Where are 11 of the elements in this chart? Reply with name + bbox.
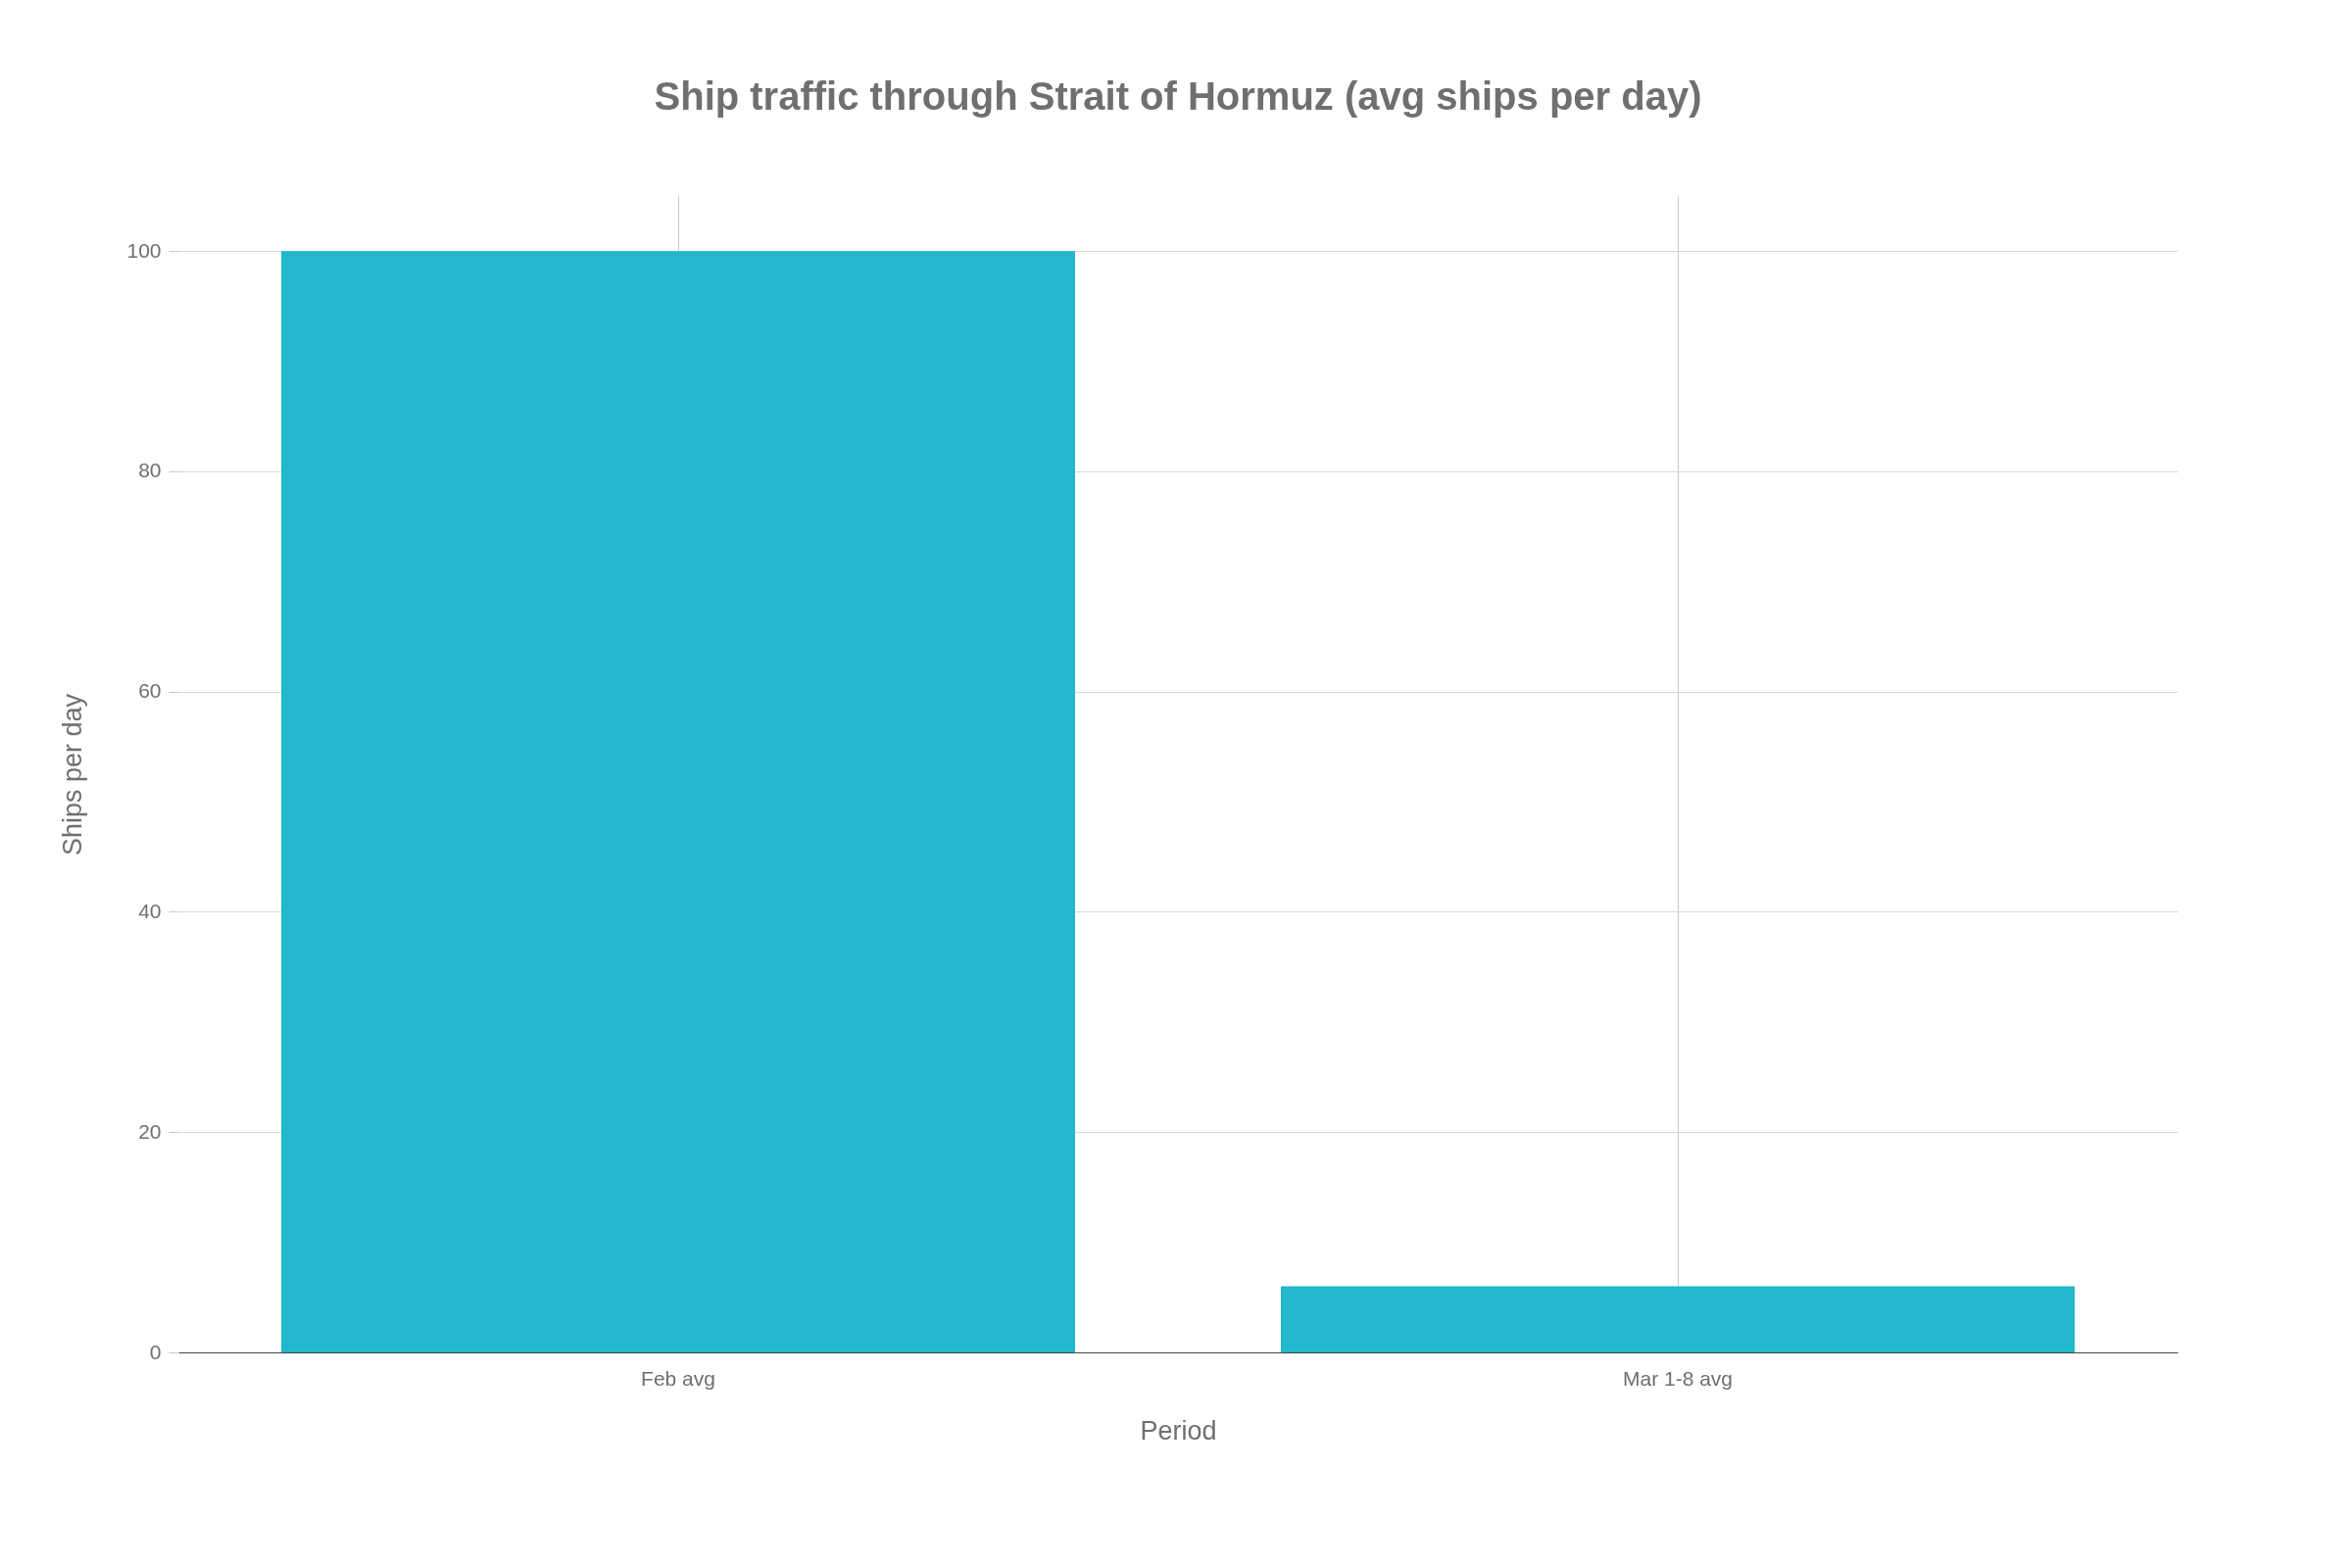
- x-tick-label: Feb avg: [641, 1366, 715, 1390]
- x-tick-label: Mar 1-8 avg: [1622, 1366, 1734, 1390]
- y-tick-label: 20: [138, 1119, 162, 1143]
- y-tick-label: 80: [138, 459, 162, 482]
- x-axis-title: Period: [1140, 1415, 1217, 1446]
- y-tick-label: 0: [149, 1340, 162, 1363]
- y-axis-title: Ships per day: [58, 693, 88, 857]
- y-tick-label: 40: [138, 899, 162, 922]
- y-tick-label: 60: [138, 679, 162, 703]
- y-tick-label: 100: [126, 238, 162, 262]
- chart-title: Ship traffic through Strait of Hormuz (avg ships per day): [654, 74, 1702, 118]
